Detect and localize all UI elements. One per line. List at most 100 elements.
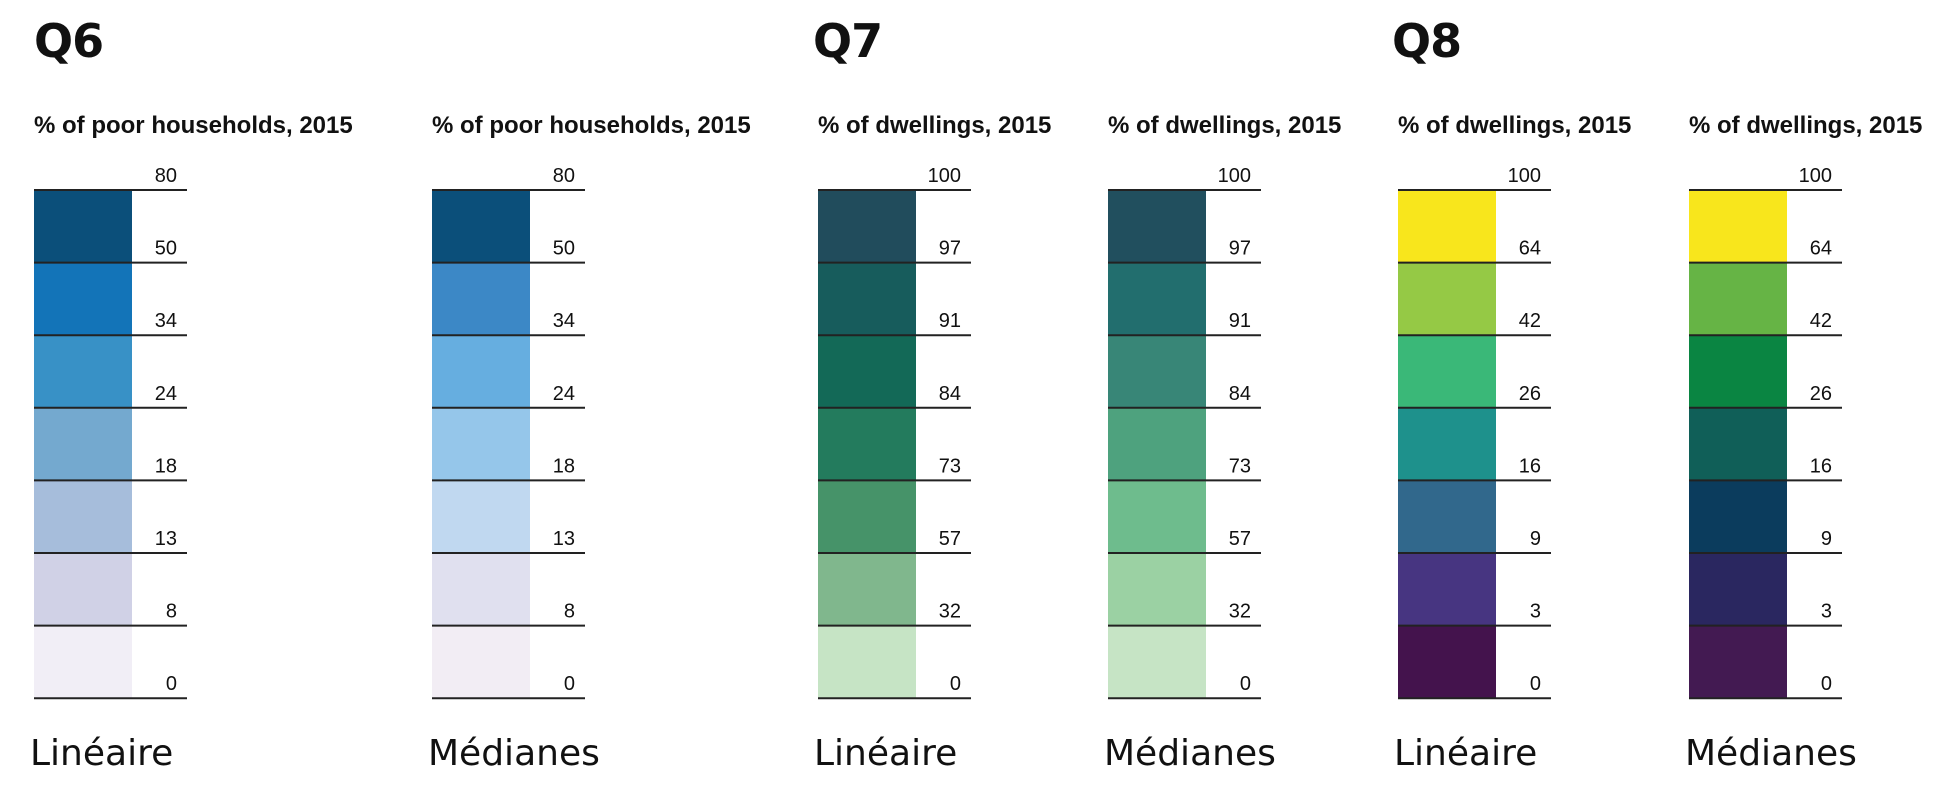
legend-swatch [818,190,916,264]
legend-break-label: 8 [166,601,177,623]
legend-break-label: 100 [1508,165,1541,187]
legend-swatch [1398,553,1496,627]
legend-break-label: 24 [553,383,575,405]
legend-swatch [1108,262,1206,336]
legend-swatch [432,625,530,699]
legend-q6-medianes: % of poor households, 2015 80 50 34 24 18 13 8… [428,0,762,792]
legend-break-label: 9 [1821,528,1832,550]
legend-break-label: 84 [1229,383,1251,405]
legend-break-label: 50 [553,238,575,260]
legend-break-label: 84 [939,383,961,405]
legend-footer-label: Linéaire [30,733,174,774]
legend-swatch [1398,335,1496,409]
legend-break-label: 32 [939,601,961,623]
legend-swatch [1108,335,1206,409]
group-title-q8: Q8 [1392,14,1462,68]
legend-break-label: 8 [564,601,575,623]
legend-q6-lineaire: % of poor households, 2015 80 50 34 24 18 13 8… [30,0,364,792]
legend-break-label: 34 [553,310,575,332]
legend-q7-medianes: % of dwellings, 2015 100 97 91 84 73 57 32 0 Mé… [1104,0,1438,792]
legend-title: % of poor households, 2015 [34,112,353,139]
legend-q8-medianes: % of dwellings, 2015 100 64 42 26 16 9 3 0 Médi… [1685,0,1954,792]
legend-swatch [1108,553,1206,627]
legend-scale: 100 64 42 26 16 9 3 0 [1689,165,1842,700]
legend-swatch [1398,480,1496,554]
legend-swatch [34,553,132,627]
legend-break-label: 73 [1229,455,1251,477]
legend-break-label: 100 [1799,165,1832,187]
legend-swatch [1689,190,1787,264]
legend-title: % of dwellings, 2015 [1398,112,1632,139]
legend-break-label: 100 [1218,165,1251,187]
legend-break-label: 26 [1810,383,1832,405]
legend-swatch [34,625,132,699]
legend-break-label: 57 [939,528,961,550]
legend-swatch [1689,262,1787,336]
legend-break-label: 0 [1240,673,1251,695]
legend-swatch [432,262,530,336]
legend-break-label: 0 [166,673,177,695]
legend-break-label: 3 [1821,601,1832,623]
legend-break-label: 3 [1530,601,1541,623]
legend-break-label: 100 [928,165,961,187]
legend-break-label: 9 [1530,528,1541,550]
legend-swatch [1398,407,1496,481]
legend-swatch [818,625,916,699]
legend-swatch [1689,407,1787,481]
legend-swatch [432,335,530,409]
legend-swatch [1108,407,1206,481]
legend-swatch [818,262,916,336]
legend-scale: 100 97 91 84 73 57 32 0 [818,165,971,700]
legend-break-label: 18 [155,455,177,477]
legend-break-label: 24 [155,383,177,405]
legend-swatch [432,190,530,264]
legend-break-label: 32 [1229,601,1251,623]
legend-swatch [34,335,132,409]
legend-swatch [1398,262,1496,336]
legend-swatch [818,480,916,554]
legend-break-label: 91 [939,310,961,332]
legend-swatch [1108,625,1206,699]
legend-swatch [818,407,916,481]
legend-swatch [432,480,530,554]
legend-swatch [818,335,916,409]
legend-break-label: 64 [1519,238,1541,260]
legend-break-label: 80 [155,165,177,187]
legend-swatch [432,553,530,627]
legend-footer-label: Médianes [1685,733,1857,774]
legend-break-label: 91 [1229,310,1251,332]
legend-title: % of poor households, 2015 [432,112,751,139]
legend-footer-label: Linéaire [814,733,958,774]
legend-break-label: 80 [553,165,575,187]
legend-break-label: 73 [939,455,961,477]
legend-break-label: 97 [1229,238,1251,260]
legend-q8-lineaire: % of dwellings, 2015 100 64 42 26 16 9 3 0 Liné… [1394,0,1728,792]
legend-swatch [34,262,132,336]
legend-swatch [1689,625,1787,699]
legend-break-label: 16 [1810,455,1832,477]
legend-break-label: 13 [553,528,575,550]
legend-footer-label: Linéaire [1394,733,1538,774]
legend-break-label: 42 [1519,310,1541,332]
legend-swatch [34,480,132,554]
legend-swatch [1108,190,1206,264]
legend-swatch [1108,480,1206,554]
legend-swatch [432,407,530,481]
legend-scale: 100 97 91 84 73 57 32 0 [1108,165,1261,700]
legend-break-label: 97 [939,238,961,260]
legend-swatch [818,553,916,627]
legend-swatch [1689,553,1787,627]
legend-break-label: 50 [155,238,177,260]
legend-break-label: 0 [1530,673,1541,695]
legend-swatch [1689,480,1787,554]
group-title-q6: Q6 [34,14,104,68]
legend-break-label: 16 [1519,455,1541,477]
legend-break-label: 0 [950,673,961,695]
legend-swatch [34,190,132,264]
legend-break-label: 57 [1229,528,1251,550]
legend-break-label: 42 [1810,310,1832,332]
legend-q7-lineaire: % of dwellings, 2015 100 97 91 84 73 57 32 0 Li… [814,0,1148,792]
legend-break-label: 18 [553,455,575,477]
